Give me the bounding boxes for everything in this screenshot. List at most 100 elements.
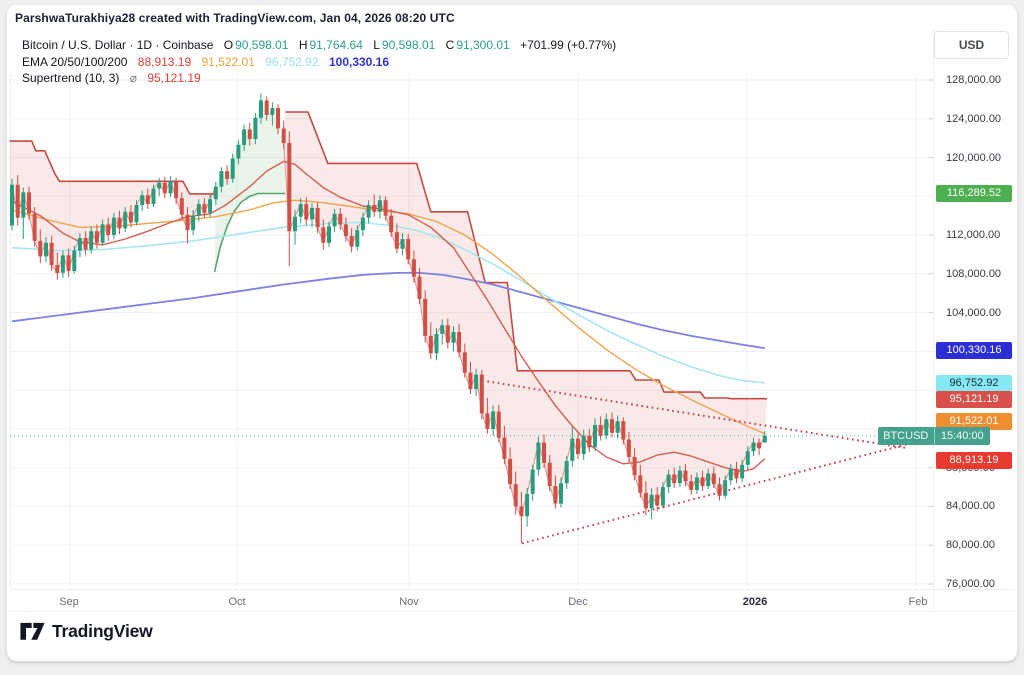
open-label: O (223, 38, 234, 52)
candle-body (519, 506, 524, 517)
candle-body (423, 299, 428, 336)
candle-body (649, 494, 654, 509)
candle-body (134, 205, 139, 223)
price-axis-label: 108,000.00 (946, 268, 1002, 280)
close-value: 91,300.01 (456, 38, 510, 52)
candle-body (496, 411, 501, 438)
currency-toggle-button[interactable]: USD (934, 31, 1009, 59)
supertrend-label: Supertrend (10, 3) (22, 71, 120, 85)
candle-body (559, 483, 563, 504)
footer-separator (8, 611, 1015, 612)
candle-body (230, 158, 235, 179)
time-axis-label: Oct (228, 596, 246, 608)
candle-body (360, 217, 365, 231)
high-value: 91,764.64 (309, 38, 363, 52)
candle-body (310, 207, 314, 220)
candle-body (428, 335, 433, 354)
candle-body (683, 470, 688, 482)
candle-body (327, 226, 331, 243)
candle-body (191, 215, 196, 231)
candle-body (553, 486, 558, 504)
candle-body (734, 468, 739, 479)
candle-body (728, 468, 733, 481)
candle-body (757, 442, 762, 449)
price-axis-label: 76,000.00 (946, 578, 995, 590)
candle-body (55, 265, 60, 273)
price-axis-label: 112,000.00 (946, 229, 1001, 241)
time-axis-label: Feb (908, 596, 928, 608)
candle-body (502, 437, 507, 459)
time-axis-label: Nov (399, 596, 419, 608)
candle-body (666, 474, 671, 488)
candle-body (202, 204, 207, 213)
candle-body (27, 192, 31, 214)
candle-body (196, 204, 201, 216)
chart-card (7, 5, 1017, 661)
candle-body (128, 211, 133, 223)
candle-body (621, 421, 626, 440)
candle-body (219, 171, 224, 187)
symbol-badge-name: BTCUSD (883, 430, 929, 442)
supertrend-line-up (213, 192, 286, 273)
candle-body (457, 332, 462, 353)
candle-body (106, 224, 111, 236)
candle-body (32, 213, 37, 241)
candle-body (157, 182, 162, 189)
price-axis-badge: 95,121.19 (936, 391, 1012, 408)
legend-ema-row[interactable]: EMA 20/50/100/200 88,913.19 91,522.01 96… (22, 54, 616, 71)
candle-body (581, 435, 586, 455)
candle-body (406, 239, 411, 260)
candle-body (66, 255, 71, 271)
candle-body (349, 236, 354, 247)
close-label: C (445, 38, 455, 52)
candle-body (491, 411, 496, 429)
tradingview-logo[interactable]: TradingView (20, 621, 153, 642)
candle-body (15, 184, 20, 218)
candle-body (536, 442, 541, 470)
candle-body (434, 333, 439, 354)
candle-body (440, 325, 445, 334)
ema-label: EMA 20/50/100/200 (22, 54, 128, 69)
ema50-value: 91,522.01 (201, 54, 255, 69)
candle-body (298, 204, 303, 217)
price-axis-badge: 91,522.01 (936, 413, 1012, 430)
trendline-lower (521, 442, 911, 545)
supertrend-fill-down (283, 112, 767, 517)
candle-body (304, 204, 309, 220)
candle-body (77, 238, 82, 251)
candle-body (740, 464, 745, 479)
time-axis-label: Sep (59, 596, 79, 608)
candle-body (38, 240, 43, 257)
tradingview-logo-icon (20, 622, 45, 640)
candle-body (281, 128, 286, 143)
supertrend-value: 95,121.19 (147, 71, 201, 85)
candle-body (711, 473, 716, 485)
supertrend-line-down (285, 111, 767, 400)
candle-body (72, 250, 77, 271)
supertrend-fill-down (9, 141, 215, 273)
candle-body (140, 195, 145, 205)
ema50-line (11, 199, 766, 435)
price-axis-separator (933, 28, 934, 611)
candle-body (508, 459, 513, 485)
candle-body (100, 224, 105, 243)
supertrend-line-down (9, 140, 215, 195)
candle-body (83, 238, 88, 250)
candle-body (655, 494, 660, 506)
candle-body (689, 481, 694, 490)
candle-body (417, 276, 422, 300)
candle-body (162, 182, 167, 194)
open-value: 90,598.01 (235, 38, 289, 52)
candle-body (547, 462, 552, 487)
candle-body (530, 469, 535, 494)
candle-body (468, 372, 473, 390)
price-axis-label: 84,000.00 (946, 500, 995, 512)
candle-body (338, 213, 343, 225)
candle-body (213, 186, 218, 200)
time-axis-separator (10, 589, 1014, 590)
candle-body (723, 480, 728, 496)
legend-supertrend-row[interactable]: Supertrend (10, 3) ⌀ 95,121.19 (22, 70, 616, 87)
candle-body (587, 435, 592, 448)
